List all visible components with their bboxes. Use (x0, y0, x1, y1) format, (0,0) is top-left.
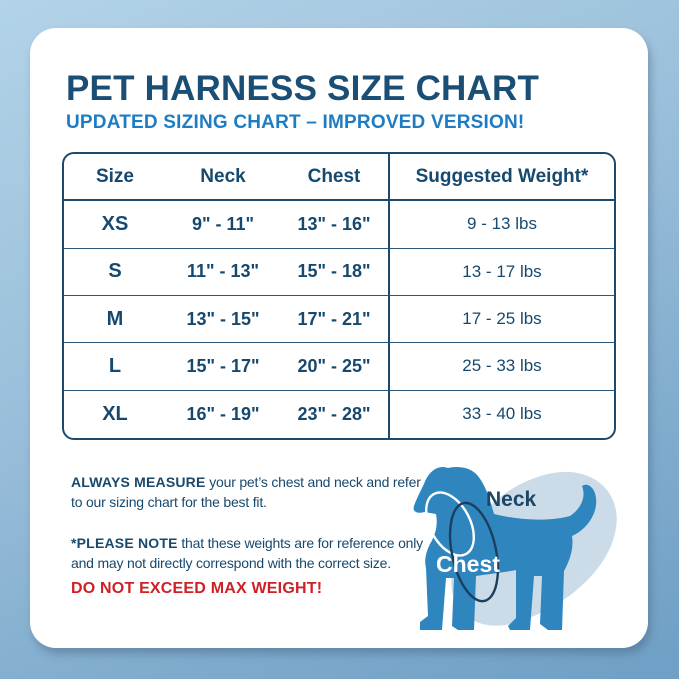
table-cell-weight: 13 - 17 lbs (388, 248, 614, 296)
note-bold-text: ALWAYS MEASURE (71, 474, 206, 490)
table-cell-weight: 17 - 25 lbs (388, 295, 614, 344)
column-header-weight: Suggested Weight* (388, 154, 614, 202)
table-cell-size: S (64, 249, 166, 296)
table-cell-size: XL (102, 402, 128, 425)
table-cell-size: M (64, 296, 166, 344)
table-cell-chest: 13" - 16" (280, 201, 388, 249)
dog-silhouette (413, 466, 597, 630)
table-cell-size: XS (64, 201, 166, 249)
column-header-neck: Neck (166, 154, 280, 202)
page-subtitle: UPDATED SIZING CHART – IMPROVED VERSION! (66, 112, 525, 133)
note-text: to our sizing chart for the best fit. (71, 494, 267, 510)
table-cell-neck: 13" - 15" (166, 296, 280, 344)
table-cell-neck: 16" - 19" (186, 403, 260, 424)
notes-block: ALWAYS MEASURE your pet’s chest and neck… (71, 472, 427, 594)
dog-measurement-diagram: Neck Chest (398, 452, 638, 650)
note-bold-text: *PLEASE NOTE (71, 535, 178, 551)
note-text: and may not directly correspond with the… (71, 555, 391, 571)
table-cell-neck: 15" - 17" (166, 343, 280, 391)
table-cell-neck: 9" - 11" (166, 201, 280, 249)
neck-measure-ellipse (424, 491, 476, 557)
max-weight-warning: DO NOT EXCEED MAX WEIGHT! (71, 580, 323, 597)
table-cell-weight: 33 - 40 lbs (388, 390, 614, 438)
table-cell-chest: 23" - 28" (297, 403, 371, 424)
table-cell-chest: 15" - 18" (280, 249, 388, 296)
table-cell-chest: 20" - 25" (280, 343, 388, 391)
info-card: PET HARNESS SIZE CHART UPDATED SIZING CH… (30, 28, 648, 648)
page-title: PET HARNESS SIZE CHART (66, 69, 540, 108)
note-text: your pet’s chest and neck and refer (205, 474, 421, 490)
table-cell-weight: 9 - 13 lbs (388, 201, 614, 249)
chest-measure-ellipse (448, 501, 500, 603)
dog-diagram-svg: Neck Chest (413, 466, 617, 630)
neck-label: Neck (486, 488, 537, 511)
table-cell-size: L (64, 343, 166, 391)
note-always-measure: ALWAYS MEASURE your pet’s chest and neck… (71, 472, 427, 512)
note-text: that these weights are for reference onl… (177, 535, 423, 551)
column-header-chest: Chest (280, 154, 388, 202)
table-cell-neck: 11" - 13" (166, 249, 280, 296)
size-chart-table: Size Neck Chest Suggested Weight* XS 9" … (62, 152, 616, 440)
chest-label: Chest (436, 551, 500, 577)
note-please-note: *PLEASE NOTE that these weights are for … (71, 533, 427, 573)
table-cell-chest: 17" - 21" (280, 296, 388, 344)
table-cell-weight: 25 - 33 lbs (388, 343, 614, 391)
column-header-size: Size (64, 154, 166, 202)
